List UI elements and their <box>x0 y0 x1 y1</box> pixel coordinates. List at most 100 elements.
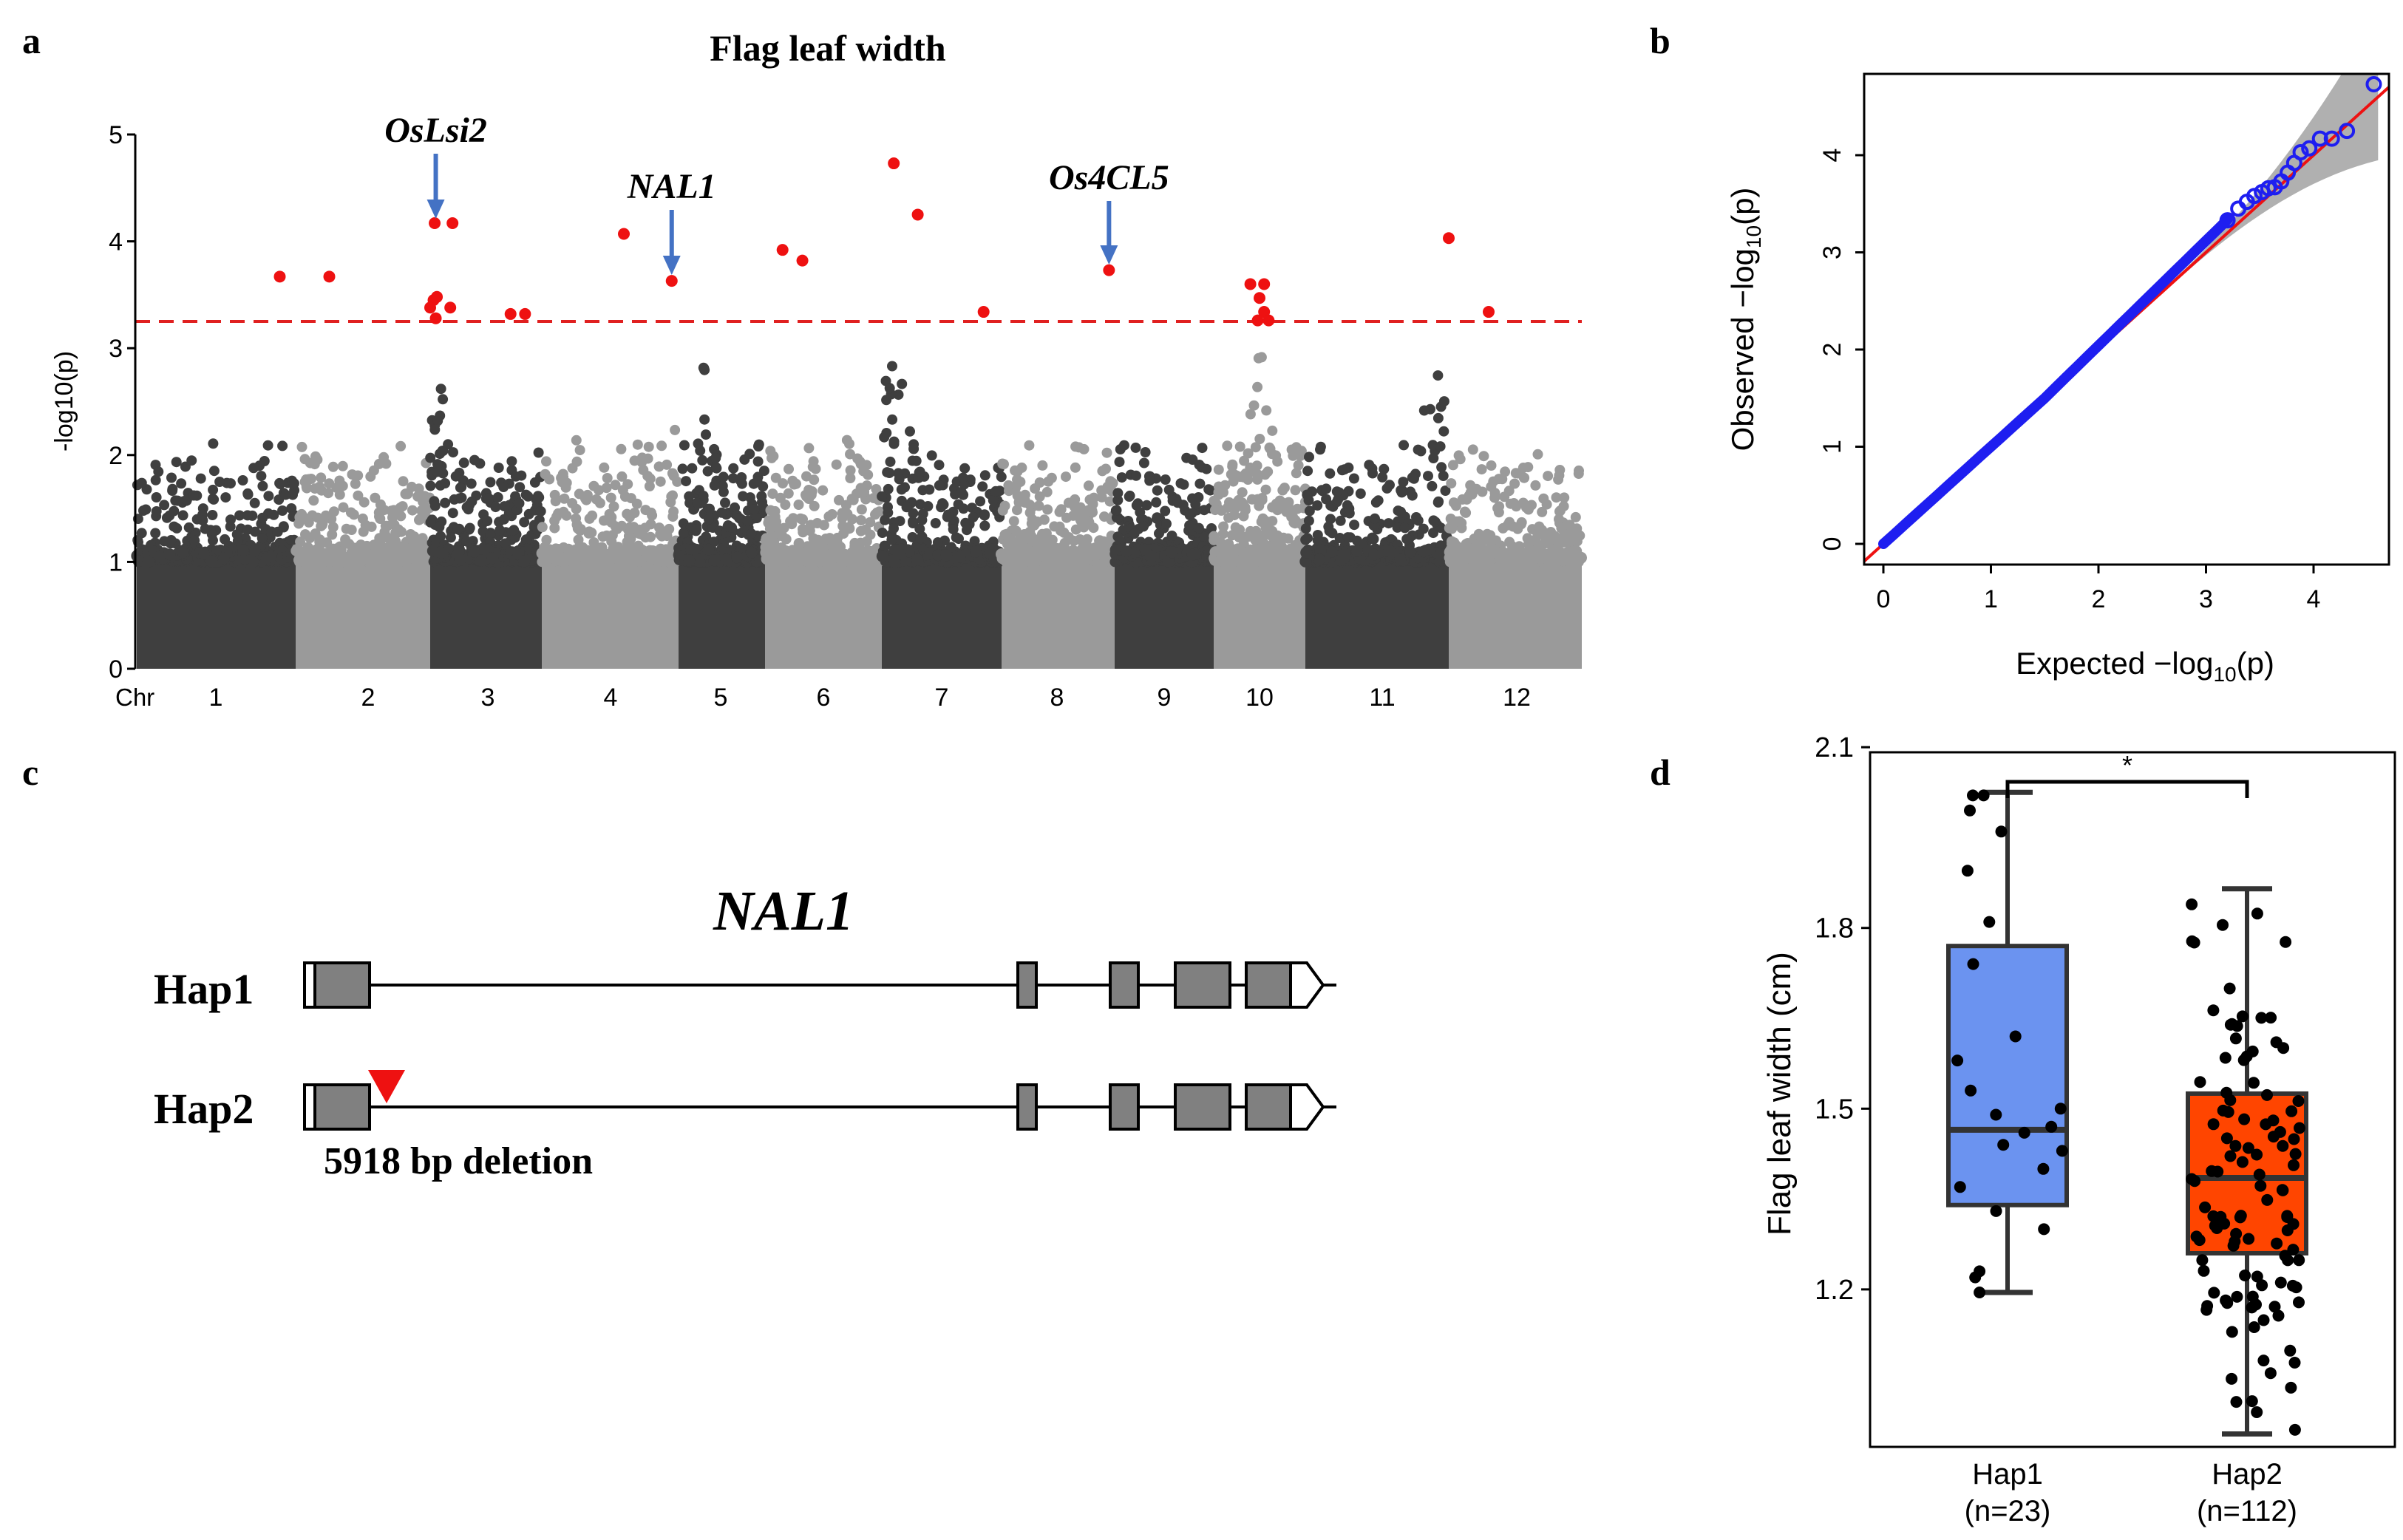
snp-point <box>208 438 219 449</box>
significant-snp-point <box>1262 314 1275 327</box>
snp-point <box>396 554 409 566</box>
data-point <box>2196 1254 2209 1267</box>
snp-point <box>1071 548 1083 561</box>
snp-point <box>468 545 480 558</box>
panel-label-d: d <box>1650 752 1670 793</box>
snp-point <box>871 484 882 494</box>
snp-point <box>697 454 708 466</box>
snp-point <box>1272 505 1283 516</box>
snp-point <box>1466 489 1478 500</box>
snp-point <box>977 481 988 492</box>
snp-point <box>1224 497 1234 508</box>
snp-point <box>242 510 253 521</box>
snp-point <box>1069 501 1080 512</box>
snp-point <box>1041 553 1054 566</box>
snp-point <box>1172 497 1183 508</box>
snp-point <box>466 478 477 489</box>
x-n-hap2: (n=112) <box>2197 1495 2297 1527</box>
snp-point <box>771 517 782 528</box>
snp-point <box>1040 545 1053 557</box>
snp-point <box>1251 525 1262 536</box>
data-point <box>2207 1118 2220 1131</box>
significant-snp-point <box>424 301 436 314</box>
snp-point <box>454 553 466 565</box>
snp-point <box>537 522 548 533</box>
snp-point <box>1541 499 1552 510</box>
snp-point <box>1509 498 1520 508</box>
qq-y-tick-label: 1 <box>1818 440 1846 454</box>
snp-point <box>622 508 633 519</box>
snp-point <box>398 476 409 487</box>
snp-point <box>1083 480 1094 491</box>
data-point <box>2265 1012 2277 1024</box>
snp-point <box>220 492 231 503</box>
snp-point <box>390 527 401 538</box>
snp-point <box>720 553 733 565</box>
snp-point <box>797 514 808 525</box>
snp-point <box>1292 503 1303 514</box>
snp-point <box>310 528 321 539</box>
snp-point <box>883 483 894 494</box>
snp-point <box>1104 496 1115 507</box>
data-point <box>2199 1201 2212 1213</box>
snp-point <box>1034 477 1045 488</box>
snp-point <box>620 547 632 559</box>
snp-point <box>1075 534 1086 545</box>
snp-point <box>728 463 739 474</box>
snp-point <box>366 521 377 532</box>
snp-point <box>1101 447 1112 458</box>
snp-point <box>277 505 288 516</box>
snp-point <box>1240 547 1253 559</box>
snp-point <box>746 528 757 539</box>
snp-point <box>299 477 310 488</box>
snp-point <box>1252 469 1263 480</box>
snp-point <box>140 504 152 515</box>
panel-b: b 0 1 2 3 4 0 1 2 3 4 Expected −log10(p) Observed… <box>1650 20 2390 686</box>
snp-point <box>519 517 530 528</box>
snp-point <box>1274 552 1287 565</box>
chromosome-3-dense-points <box>430 556 542 669</box>
snp-point <box>1300 523 1311 534</box>
snp-point <box>877 528 888 538</box>
snp-point <box>485 477 496 488</box>
snp-point <box>859 486 870 497</box>
snp-point <box>1302 489 1313 500</box>
snp-point <box>1392 522 1403 533</box>
snp-point <box>250 526 261 537</box>
snp-point <box>1163 484 1175 495</box>
chromosome-labels: 1 2 3 4 5 6 7 8 9 10 11 12 <box>209 684 1531 712</box>
snp-point <box>1243 448 1254 459</box>
snp-point <box>575 544 588 556</box>
snp-point <box>1112 494 1124 505</box>
snp-point <box>812 534 823 545</box>
chromosome-label: 6 <box>817 684 831 712</box>
qq-x-tick-label: 0 <box>1877 585 1891 613</box>
significant-snp-point <box>429 217 441 230</box>
snp-point <box>1175 478 1186 489</box>
snp-point <box>1447 460 1458 471</box>
snp-point <box>809 500 820 511</box>
snp-point <box>640 532 651 543</box>
snp-point <box>225 514 236 525</box>
snp-point <box>1326 545 1339 558</box>
snp-point <box>751 513 762 524</box>
snp-point <box>1543 551 1555 563</box>
box-hap2 <box>2186 886 2308 1437</box>
snp-point <box>1250 534 1261 545</box>
snp-point <box>979 510 990 521</box>
snp-point <box>1342 532 1353 543</box>
snp-point <box>1272 530 1283 541</box>
snp-point <box>164 510 175 521</box>
data-point <box>1995 825 2008 838</box>
snp-point <box>583 528 594 539</box>
snp-point <box>1146 550 1158 562</box>
snp-point <box>1504 517 1515 528</box>
data-point <box>1965 1084 1977 1097</box>
snp-point <box>1061 471 1071 483</box>
snp-point <box>437 446 448 457</box>
snp-point <box>256 533 268 544</box>
snp-point <box>826 509 837 519</box>
snp-point <box>1250 442 1261 453</box>
annotation-arrow-head <box>1100 245 1118 265</box>
manhattan-y-label: -log10(p) <box>50 351 78 452</box>
